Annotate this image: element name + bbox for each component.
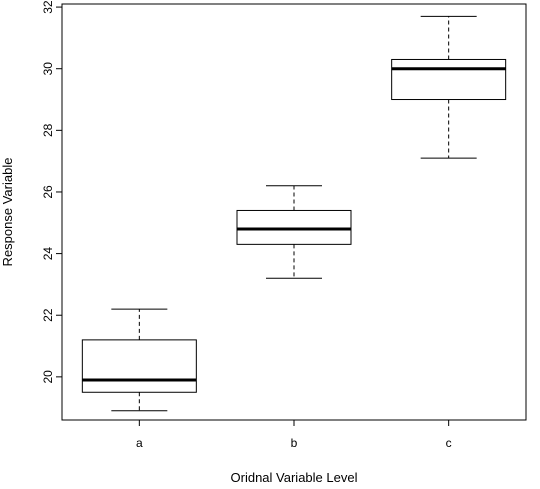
iqr-box-a: [81, 339, 197, 393]
y-tick-label-32: 32: [41, 0, 55, 14]
y-tick-label-26: 26: [41, 185, 55, 199]
box-a: [81, 308, 197, 412]
x-axis-label: Oridnal Variable Level: [231, 470, 358, 485]
y-tick-label-30: 30: [41, 62, 55, 76]
y-tick-label-28: 28: [41, 123, 55, 137]
boxes-layer: [81, 15, 507, 412]
y-tick-label-24: 24: [41, 247, 55, 261]
iqr-box-c: [391, 58, 507, 101]
y-axis-label: Response Variable: [0, 158, 15, 267]
box-b: [236, 185, 352, 279]
iqr-box-b: [236, 209, 352, 245]
y-tick-label-20: 20: [41, 370, 55, 384]
x-tick-label-b: b: [291, 436, 298, 450]
x-tick-label-c: c: [446, 436, 452, 450]
y-tick-label-22: 22: [41, 308, 55, 322]
box-c: [391, 15, 507, 159]
x-tick-label-a: a: [136, 436, 143, 450]
x-axis: a b c: [136, 420, 452, 450]
y-axis: 20 22 24 26 28 30 32: [41, 0, 62, 384]
